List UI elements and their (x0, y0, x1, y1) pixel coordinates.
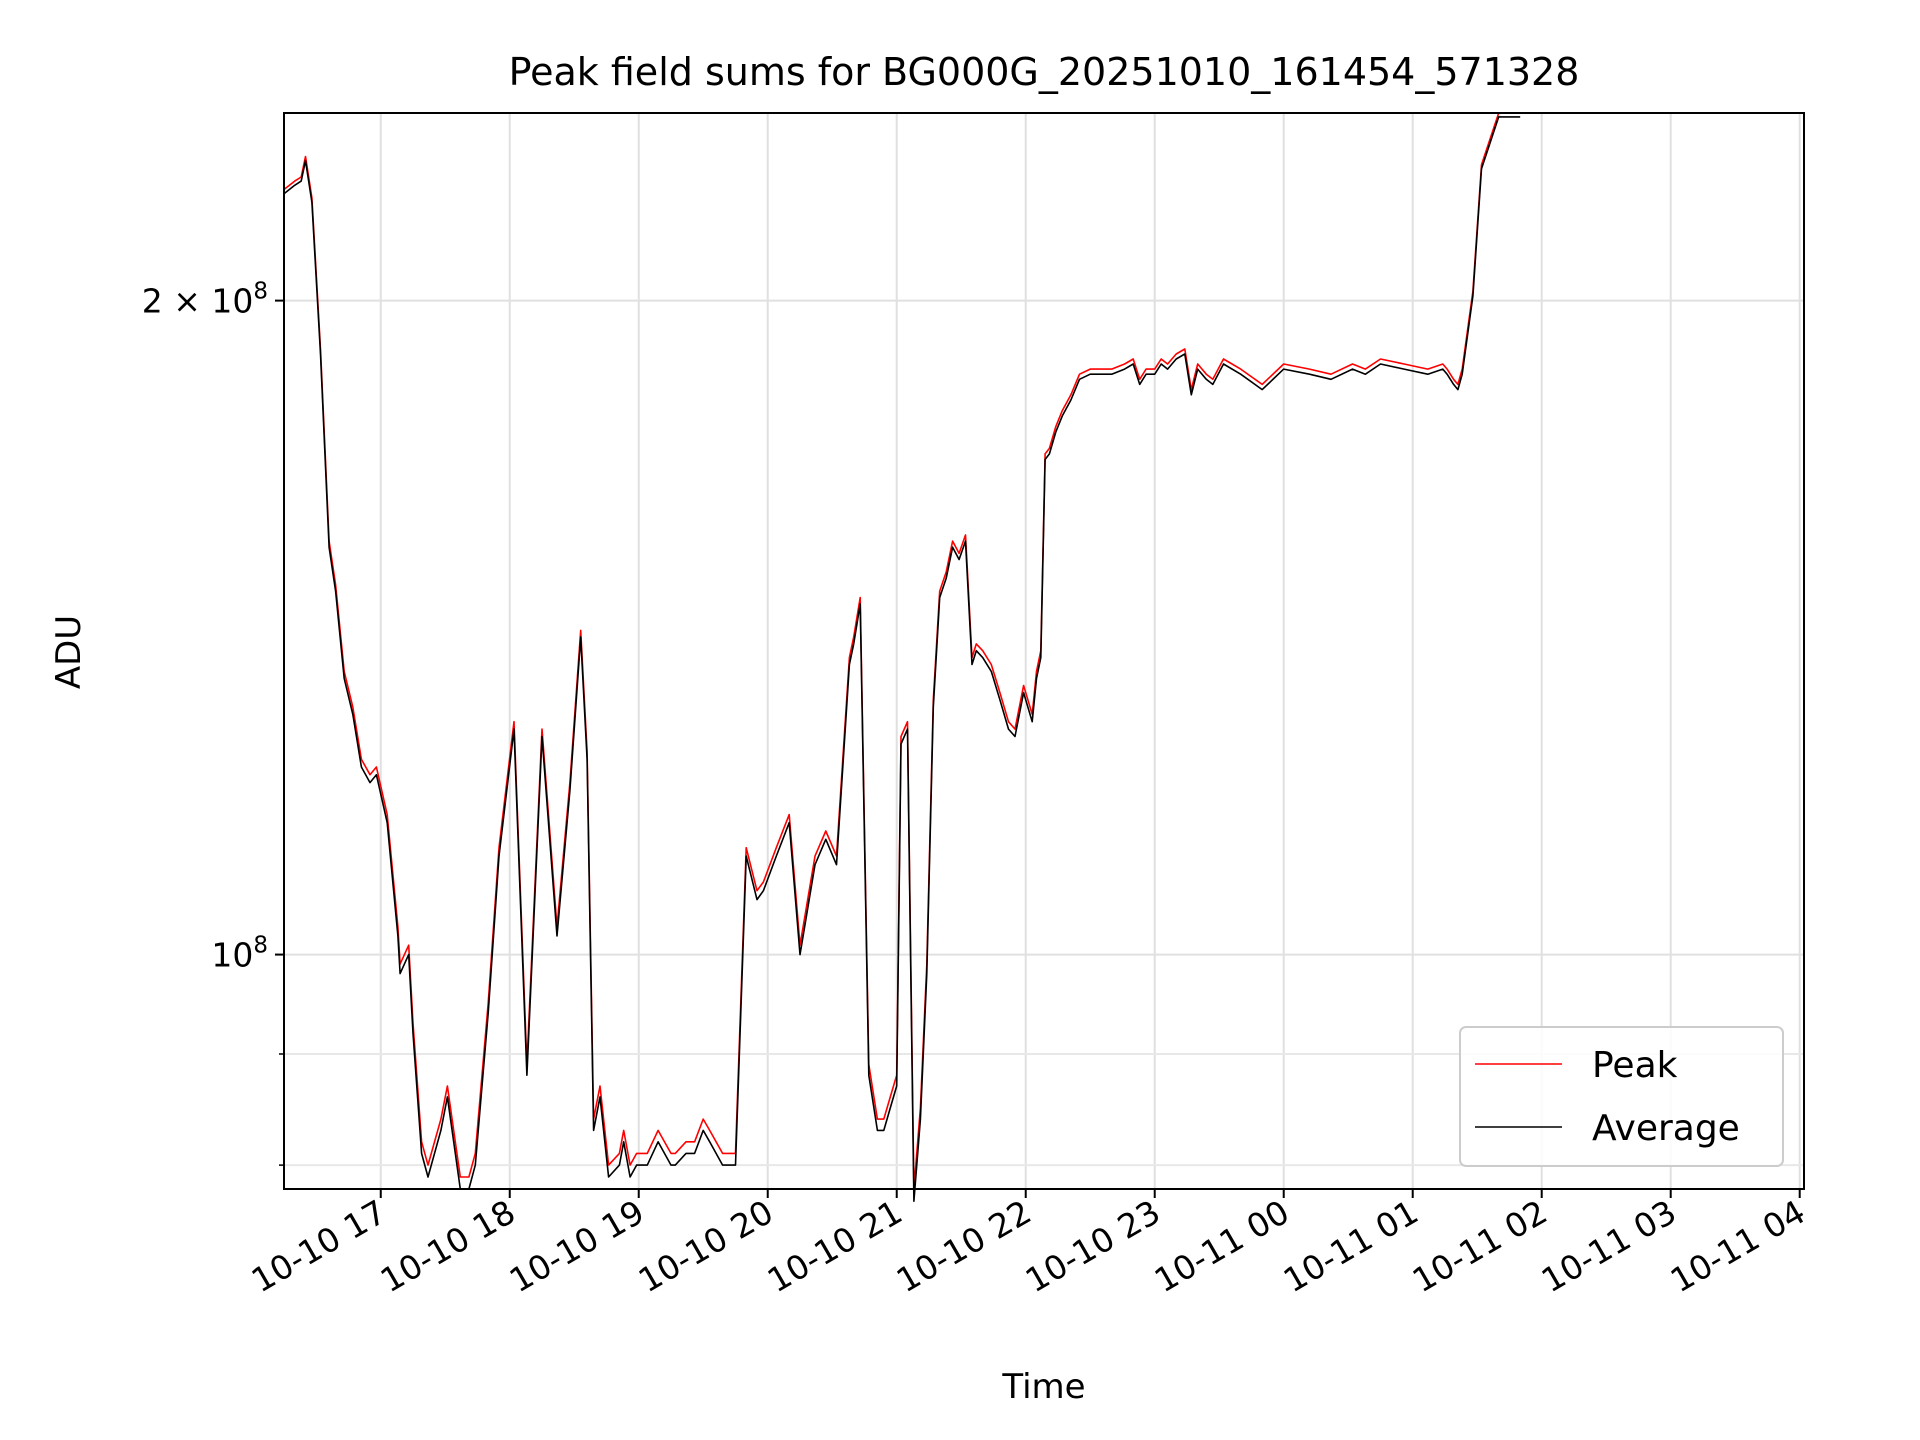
legend-label-average: Average (1592, 1108, 1740, 1149)
legend-box (1459, 1026, 1784, 1167)
y-axis: 2 × 108 108 (142, 279, 284, 1166)
chart-title: Peak field sums for BG000G_20251010_1614… (509, 50, 1580, 94)
legend: Peak Average (1459, 1026, 1784, 1167)
plot-area-frame (283, 112, 1805, 1190)
legend-label-peak: Peak (1592, 1045, 1678, 1086)
series-layer (283, 112, 1521, 1202)
series-line-peak (283, 112, 1521, 1190)
y-tick-label: 2 × 108 (142, 279, 268, 321)
series-line-average (283, 116, 1521, 1202)
x-axis-label: Time (1001, 1367, 1085, 1407)
y-tick-label: 108 (211, 933, 268, 975)
y-axis-label: ADU (49, 615, 89, 689)
grid-lines (284, 113, 1804, 1189)
